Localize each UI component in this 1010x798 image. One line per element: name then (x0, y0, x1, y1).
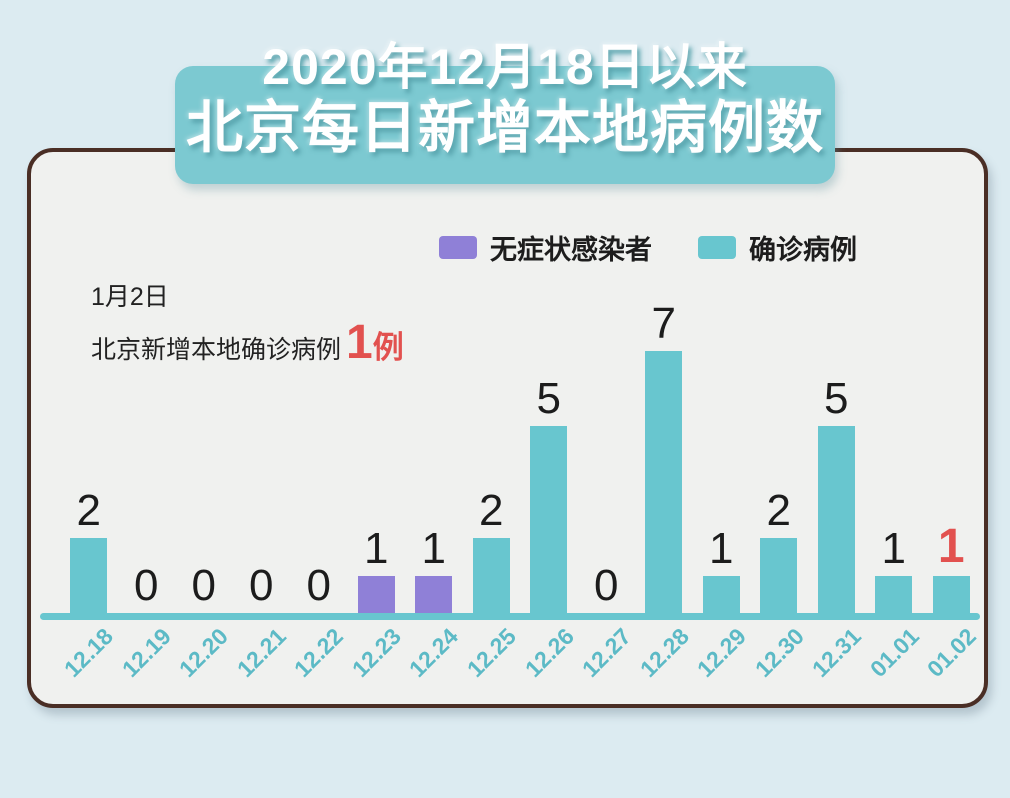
legend-label-confirmed: 确诊病例 (749, 235, 857, 265)
bar-slot: 0 (118, 564, 176, 613)
x-axis-tick-label: 01.01 (864, 622, 924, 683)
x-axis-tick-label: 12.23 (346, 622, 406, 683)
x-axis-tick-slot: 12.31 (807, 623, 866, 702)
x-axis-tick-label: 12.26 (519, 622, 579, 683)
bar-slot: 2 (60, 489, 118, 613)
x-axis-tick-slot: 12.29 (692, 623, 751, 702)
bar-value-label: 1 (709, 523, 734, 573)
x-axis-tick-slot: 01.01 (865, 623, 924, 702)
bar-confirmed (932, 575, 970, 613)
x-axis-tick-label: 12.30 (749, 622, 809, 683)
legend-swatch-asymptomatic-icon (439, 236, 477, 259)
x-axis-tick-label: 12.31 (807, 622, 867, 683)
bar-confirmed (817, 425, 855, 613)
legend-swatch-confirmed-icon (698, 236, 736, 259)
x-axis-tick-label: 12.28 (634, 622, 694, 683)
bar-confirmed (702, 575, 740, 613)
bar-confirmed (530, 425, 568, 613)
bar-slot: 5 (520, 373, 578, 613)
bar-confirmed (760, 538, 798, 613)
bar-value-label: 2 (479, 486, 504, 535)
x-axis-tick-label: 12.18 (58, 622, 118, 683)
x-axis-tick-label: 12.27 (576, 622, 637, 683)
x-axis-labels-row: 12.18 12.19 12.20 12.21 12.22 12.23 12.24 12.25… (40, 623, 982, 702)
x-axis-tick-label: 12.20 (174, 622, 234, 683)
bar-value-label: 0 (134, 561, 159, 610)
x-axis-line (40, 613, 980, 620)
annotation-unit: 例 (372, 330, 404, 365)
x-axis-tick-slot: 12.23 (347, 623, 406, 702)
x-axis-tick-label: 01.02 (922, 622, 982, 683)
title-line-1: 2020年12月18日以来 (262, 39, 748, 95)
bar-value-label: 0 (306, 561, 331, 610)
bar-slot: 1 (405, 523, 463, 613)
x-axis-tick-label: 12.21 (231, 622, 291, 683)
x-axis-tick-label: 12.25 (461, 622, 521, 683)
bar-value-label: 1 (421, 523, 446, 573)
title-line-2: 北京每日新增本地病例数 (186, 95, 824, 160)
bar-slot: 0 (175, 564, 233, 613)
annotation-text: 北京新增本地确诊病例 (91, 336, 342, 364)
bar-slot: 7 (635, 298, 693, 613)
bar-slot: 1 (865, 523, 923, 613)
bar-slot: 2 (750, 489, 808, 613)
annotation-value: 1 (346, 316, 373, 369)
bar-confirmed (472, 538, 510, 613)
title-banner: 2020年12月18日以来 北京每日新增本地病例数 (175, 39, 835, 184)
bar-value-label: 1 (881, 523, 906, 573)
bar-slot: 0 (578, 564, 636, 613)
x-axis-tick-slot: 12.28 (635, 623, 694, 702)
x-axis-tick-label: 12.19 (116, 622, 176, 683)
bar-value-label: 2 (766, 486, 791, 535)
bar-value-label: 0 (191, 561, 216, 610)
page-title: 2020年12月18日以来 北京每日新增本地病例数 (175, 39, 835, 160)
x-axis-tick-slot: 12.20 (174, 623, 233, 702)
bar-slot: 5 (808, 373, 866, 613)
annotation-date: 1月2日 (91, 283, 169, 311)
bar-slot: 0 (290, 564, 348, 613)
bar-value-label: 2 (76, 486, 101, 535)
x-axis-tick-slot: 12.18 (59, 623, 118, 702)
x-axis-tick-slot: 12.21 (232, 623, 291, 702)
legend-label-asymptomatic: 无症状感染者 (490, 235, 652, 265)
bar-value-label: 0 (594, 561, 619, 610)
x-axis-tick-slot: 12.19 (116, 623, 175, 702)
x-axis-tick-label: 12.29 (692, 622, 752, 683)
x-axis-tick-slot: 12.26 (519, 623, 578, 702)
bar-value-label: 7 (651, 298, 676, 348)
x-axis-tick-slot: 12.27 (577, 623, 636, 702)
highlight-annotation: 1月2日 北京新增本地确诊病例 1 例 (91, 277, 404, 367)
annotation-text-row: 北京新增本地确诊病例 1 例 (91, 316, 404, 369)
bar-slot: 1 (348, 523, 406, 613)
legend-item-confirmed: 确诊病例 (698, 228, 857, 267)
x-axis-tick-label: 12.22 (289, 622, 349, 683)
bar-asymptomatic (415, 575, 453, 613)
x-axis-tick-slot: 12.25 (462, 623, 521, 702)
x-axis-tick-slot: 12.24 (404, 623, 463, 702)
x-axis-tick-slot: 12.22 (289, 623, 348, 702)
x-axis-tick-label: 12.24 (404, 622, 464, 683)
bar-value-label: 1 (364, 523, 389, 573)
bar-slot: 0 (233, 564, 291, 613)
bar-value-label: 5 (536, 373, 561, 423)
x-axis-tick-slot: 12.30 (750, 623, 809, 702)
bar-value-label: 1 (937, 519, 965, 573)
bar-confirmed (875, 575, 913, 613)
bar-confirmed (70, 538, 108, 613)
bar-slot: 2 (463, 489, 521, 613)
bar-value-label: 0 (249, 561, 274, 610)
chart-legend: 无症状感染者 确诊病例 (439, 228, 857, 267)
bar-confirmed (645, 350, 683, 613)
bar-value-label: 5 (824, 373, 849, 423)
legend-item-asymptomatic: 无症状感染者 (439, 228, 652, 267)
bar-slot: 1 (693, 523, 751, 613)
bar-asymptomatic (357, 575, 395, 613)
bar-slot: 1 (923, 519, 981, 613)
x-axis-tick-slot: 01.02 (922, 623, 981, 702)
